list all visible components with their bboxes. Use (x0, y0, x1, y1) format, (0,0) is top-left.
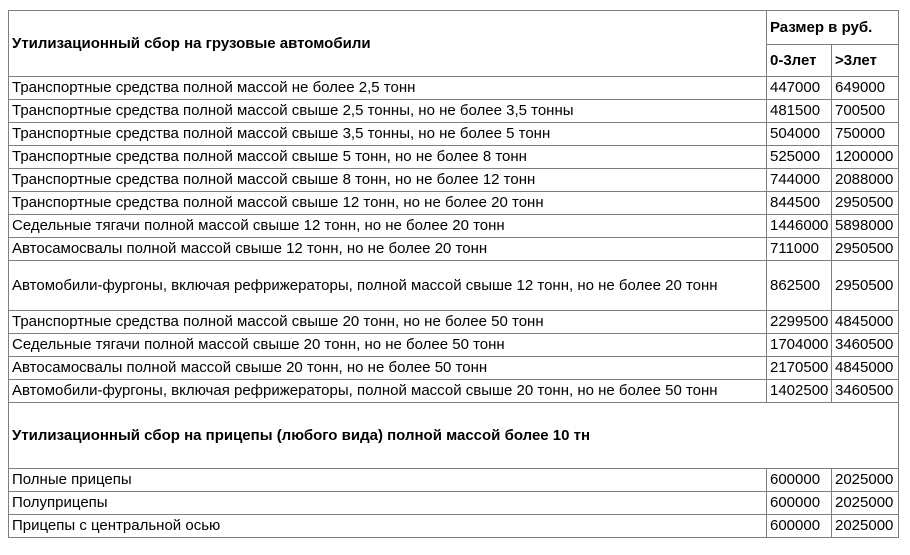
row-label: Седельные тягачи полной массой свыше 12 … (8, 214, 767, 238)
price-0-3: 600000 (766, 514, 832, 538)
price-0-3: 862500 (766, 260, 832, 311)
table-row: Полуприцепы 600000 2025000 (8, 491, 899, 515)
price-3plus: 3460500 (831, 333, 899, 357)
price-0-3: 844500 (766, 191, 832, 215)
price-0-3: 600000 (766, 491, 832, 515)
price-0-3: 600000 (766, 468, 832, 492)
table-row: Транспортные средства полной массой свыш… (8, 99, 899, 123)
table-row: Транспортные средства полной массой свыш… (8, 122, 899, 146)
price-0-3: 1446000 (766, 214, 832, 238)
table-row: Седельные тягачи полной массой свыше 20 … (8, 333, 899, 357)
row-label: Транспортные средства полной массой свыш… (8, 168, 767, 192)
fee-document: Утилизационный сбор на грузовые автомоби… (8, 10, 899, 538)
row-label: Автосамосвалы полной массой свыше 20 тон… (8, 356, 767, 380)
price-3plus: 2950500 (831, 260, 899, 311)
row-label: Транспортные средства полной массой свыш… (8, 99, 767, 123)
row-label: Полные прицепы (8, 468, 767, 492)
row-label: Транспортные средства полной массой не б… (8, 76, 767, 100)
price-3plus: 700500 (831, 99, 899, 123)
row-label: Полуприцепы (8, 491, 767, 515)
price-3plus: 4845000 (831, 356, 899, 380)
price-0-3: 447000 (766, 76, 832, 100)
row-label: Транспортные средства полной массой свыш… (8, 191, 767, 215)
row-label: Седельные тягачи полной массой свыше 20 … (8, 333, 767, 357)
price-3plus: 4845000 (831, 310, 899, 334)
table-subheader-row: 0-3лет >3лет (9, 44, 899, 77)
table-row: Седельные тягачи полной массой свыше 12 … (8, 214, 899, 238)
table-row: Прицепы с центральной осью 600000 202500… (8, 514, 899, 538)
row-label: Транспортные средства полной массой свыш… (8, 310, 767, 334)
table-row: Автосамосвалы полной массой свыше 20 тон… (8, 356, 899, 380)
price-3plus: 1200000 (831, 145, 899, 169)
price-0-3: 1704000 (766, 333, 832, 357)
section-header-row: Утилизационный сбор на прицепы (любого в… (8, 402, 899, 469)
price-3plus: 2025000 (831, 514, 899, 538)
price-3plus: 750000 (831, 122, 899, 146)
price-0-3: 744000 (766, 168, 832, 192)
table-row: Транспортные средства полной массой свыш… (8, 310, 899, 334)
price-0-3: 525000 (766, 145, 832, 169)
price-0-3: 1402500 (766, 379, 832, 403)
table-row: Транспортные средства полной массой не б… (8, 76, 899, 100)
section-title-trucks: Утилизационный сбор на грузовые автомоби… (8, 10, 767, 77)
table-row: Полные прицепы 600000 2025000 (8, 468, 899, 492)
table-row: Автосамосвалы полной массой свыше 12 тон… (8, 237, 899, 261)
price-0-3: 481500 (766, 99, 832, 123)
table-row: Автомобили-фургоны, включая рефрижератор… (8, 260, 899, 311)
row-label: Автосамосвалы полной массой свыше 12 тон… (8, 237, 767, 261)
price-3plus: 2950500 (831, 191, 899, 215)
row-label: Прицепы с центральной осью (8, 514, 767, 538)
row-label: Транспортные средства полной массой свыш… (8, 122, 767, 146)
table-header-row: Утилизационный сбор на грузовые автомоби… (8, 10, 899, 77)
price-3plus: 2088000 (831, 168, 899, 192)
row-label: Автомобили-фургоны, включая рефрижератор… (8, 379, 767, 403)
price-0-3: 711000 (766, 237, 832, 261)
utilization-fee-table: Утилизационный сбор на грузовые автомоби… (8, 10, 899, 538)
price-0-3: 2170500 (766, 356, 832, 380)
price-0-3: 2299500 (766, 310, 832, 334)
row-label: Автомобили-фургоны, включая рефрижератор… (8, 260, 767, 311)
table-row: Транспортные средства полной массой свыш… (8, 168, 899, 192)
table-row: Транспортные средства полной массой свыш… (8, 191, 899, 215)
table-row: Транспортные средства полной массой свыш… (8, 145, 899, 169)
row-label: Транспортные средства полной массой свыш… (8, 145, 767, 169)
col-header-age-0-3: 0-3лет (766, 44, 832, 77)
price-3plus: 2025000 (831, 491, 899, 515)
price-0-3: 504000 (766, 122, 832, 146)
table-row: Автомобили-фургоны, включая рефрижератор… (8, 379, 899, 403)
price-3plus: 649000 (831, 76, 899, 100)
price-header: Размер в руб. (766, 10, 899, 45)
col-header-age-3plus: >3лет (831, 44, 899, 77)
price-3plus: 2025000 (831, 468, 899, 492)
price-3plus: 5898000 (831, 214, 899, 238)
price-3plus: 2950500 (831, 237, 899, 261)
section-title-trailers: Утилизационный сбор на прицепы (любого в… (8, 402, 899, 469)
price-3plus: 3460500 (831, 379, 899, 403)
